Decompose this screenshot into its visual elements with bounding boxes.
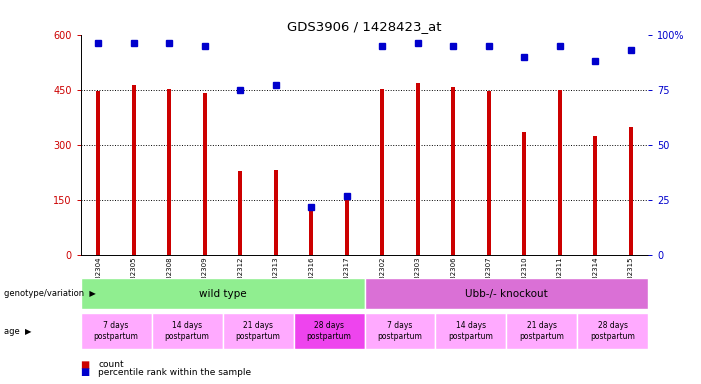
Bar: [557, 90, 562, 255]
Text: percentile rank within the sample: percentile rank within the sample: [98, 368, 251, 377]
Text: 21 days
postpartum: 21 days postpartum: [519, 321, 564, 341]
Bar: [168, 89, 172, 255]
Bar: [629, 127, 633, 255]
Bar: [506, 313, 578, 349]
Text: 28 days
postpartum: 28 days postpartum: [306, 321, 351, 341]
Text: 21 days
postpartum: 21 days postpartum: [236, 321, 280, 341]
Text: ■: ■: [81, 360, 90, 370]
Bar: [81, 278, 365, 309]
Bar: [223, 313, 294, 349]
Text: 14 days
postpartum: 14 days postpartum: [449, 321, 494, 341]
Bar: [238, 172, 243, 255]
Text: 7 days
postpartum: 7 days postpartum: [378, 321, 423, 341]
Bar: [81, 313, 151, 349]
Text: wild type: wild type: [199, 289, 246, 299]
Bar: [132, 85, 136, 255]
Bar: [593, 136, 597, 255]
Bar: [309, 209, 313, 255]
Bar: [96, 91, 100, 255]
Text: ■: ■: [81, 367, 90, 377]
Text: Ubb-/- knockout: Ubb-/- knockout: [465, 289, 548, 299]
Bar: [273, 170, 278, 255]
Text: 7 days
postpartum: 7 days postpartum: [94, 321, 139, 341]
Bar: [81, 255, 648, 329]
Bar: [294, 313, 365, 349]
Bar: [151, 313, 223, 349]
Title: GDS3906 / 1428423_at: GDS3906 / 1428423_at: [287, 20, 442, 33]
Bar: [365, 278, 648, 309]
Bar: [522, 132, 526, 255]
Bar: [416, 83, 420, 255]
Text: age  ▶: age ▶: [4, 327, 31, 336]
Bar: [578, 313, 648, 349]
Text: 14 days
postpartum: 14 days postpartum: [165, 321, 210, 341]
Text: 28 days
postpartum: 28 days postpartum: [590, 321, 635, 341]
Bar: [486, 91, 491, 255]
Bar: [345, 195, 349, 255]
Bar: [451, 87, 456, 255]
Text: count: count: [98, 360, 124, 369]
Text: genotype/variation  ▶: genotype/variation ▶: [4, 289, 95, 298]
Bar: [203, 93, 207, 255]
Bar: [380, 89, 384, 255]
Bar: [365, 313, 435, 349]
Bar: [435, 313, 506, 349]
